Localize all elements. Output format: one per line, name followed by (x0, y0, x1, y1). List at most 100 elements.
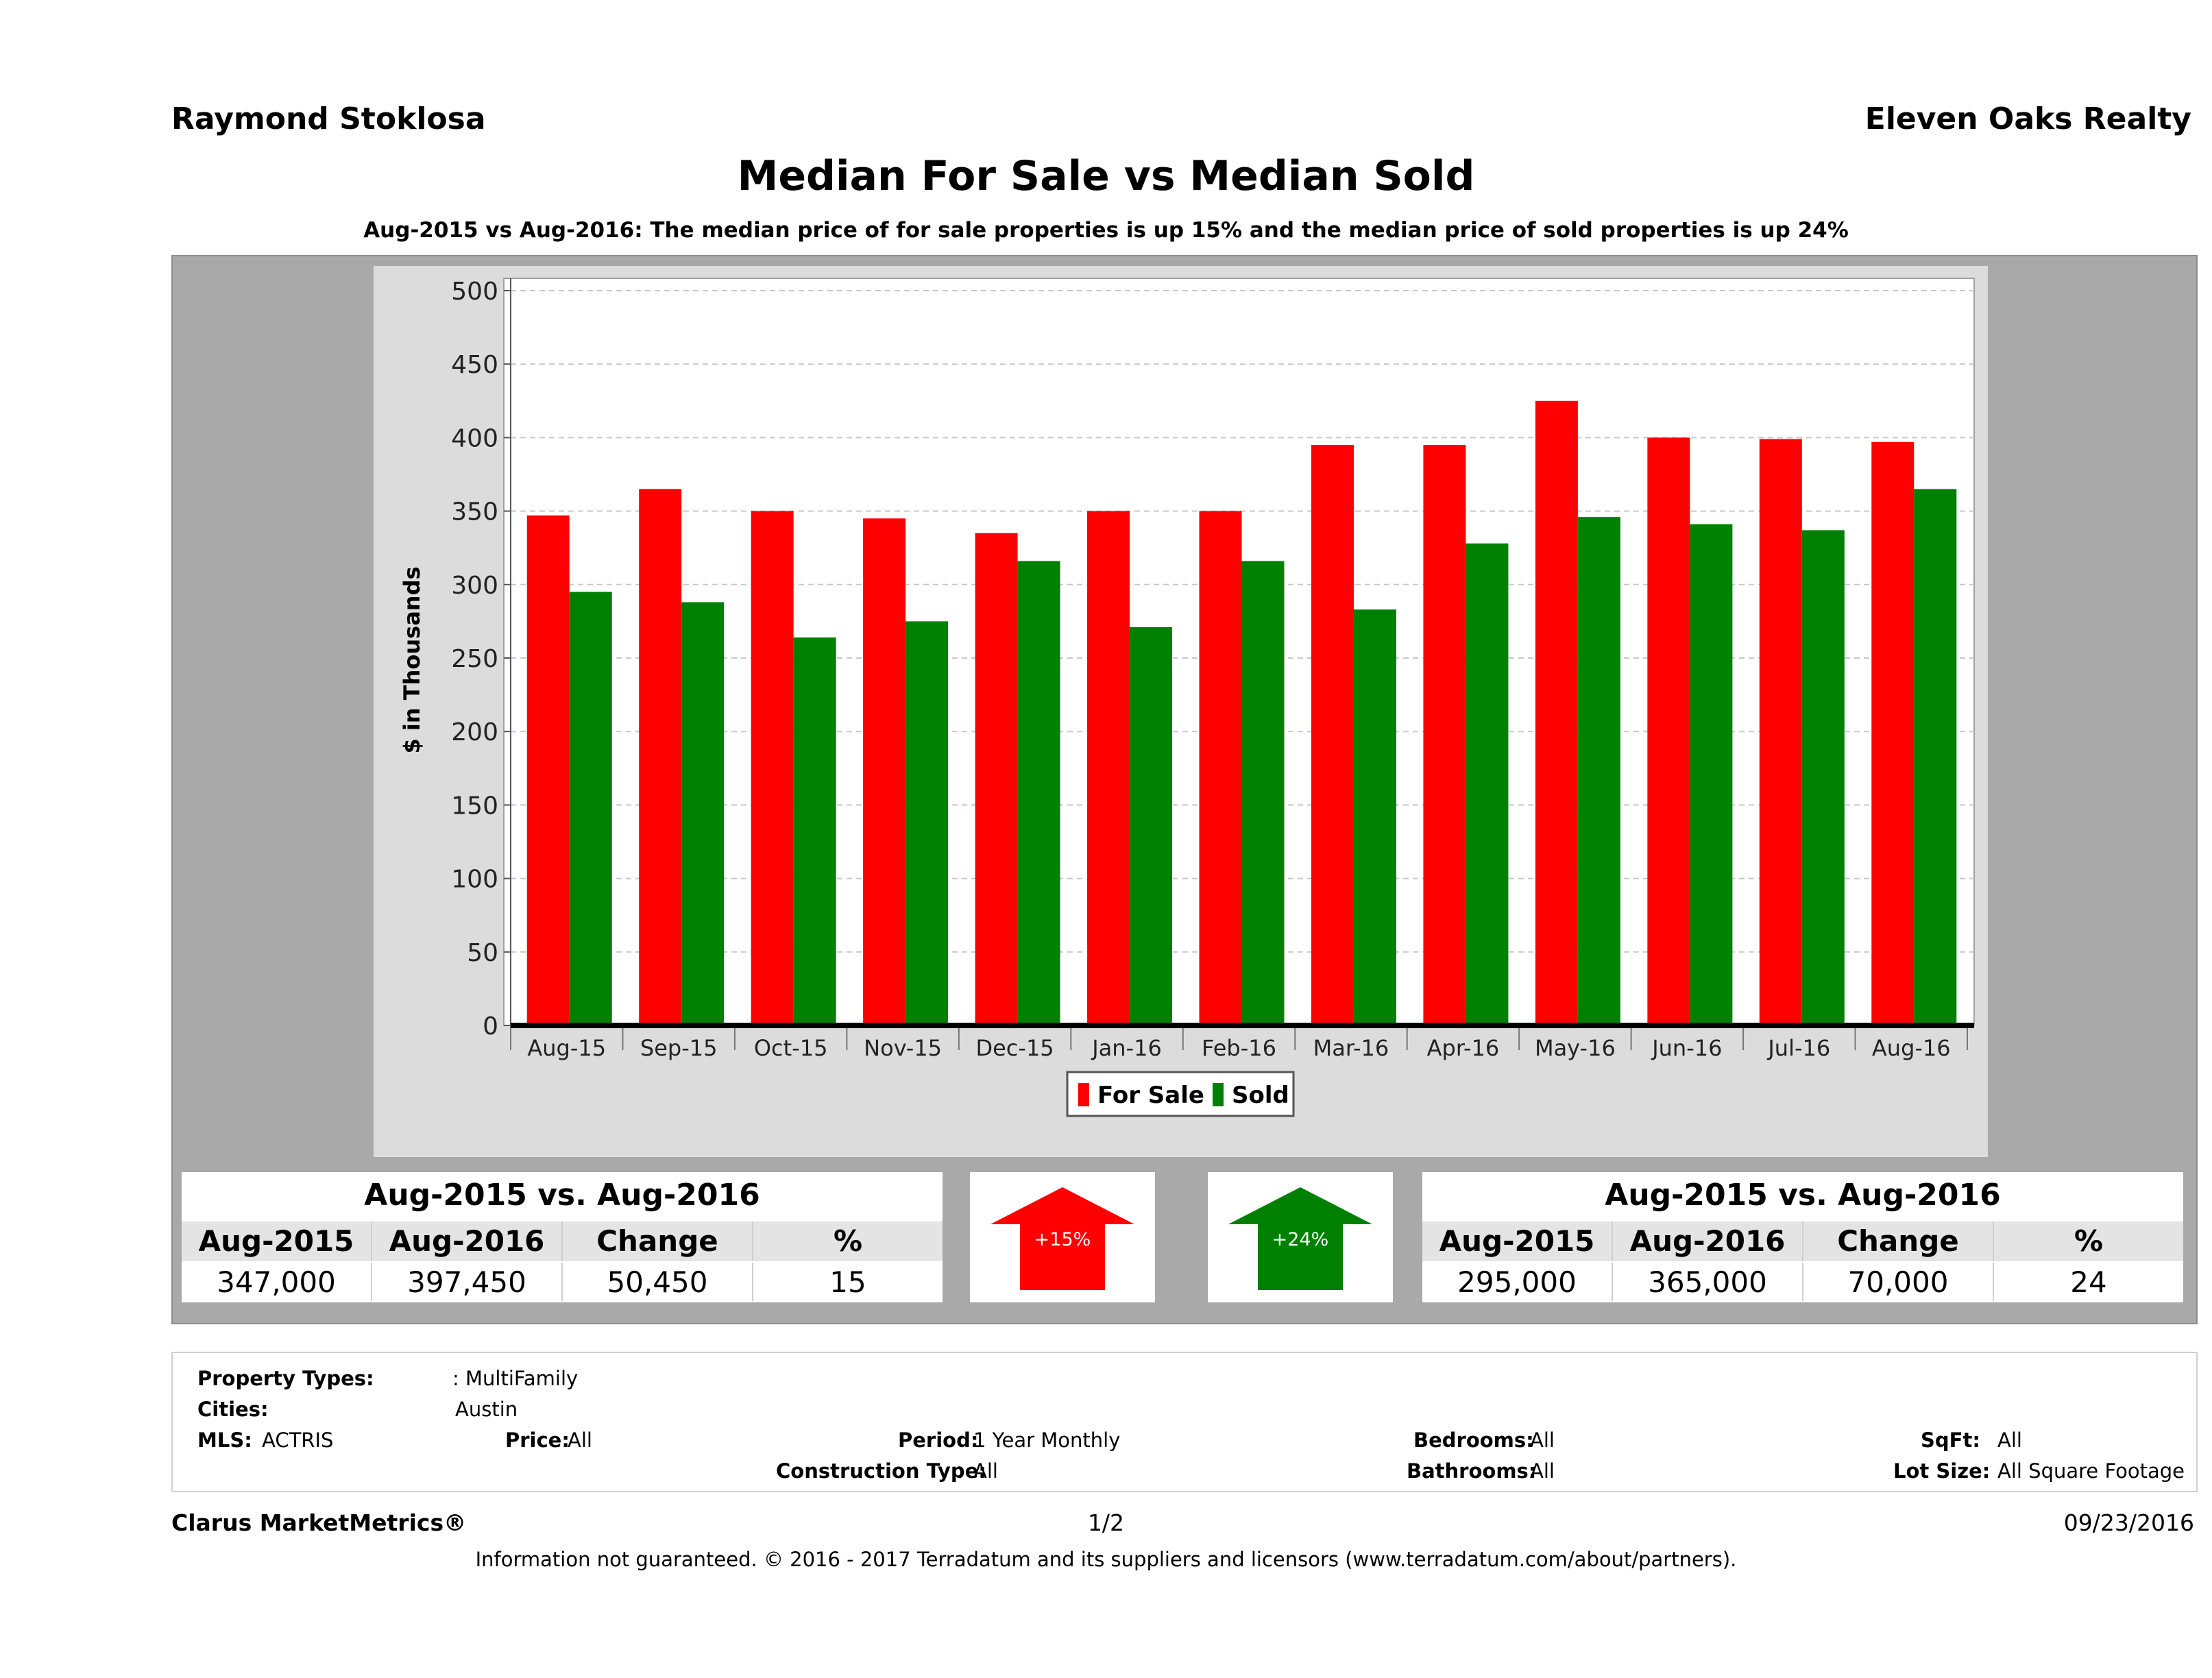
for-sale-summary-table: Aug-2015 vs. Aug-2016 Aug-2015 Aug-2016 … (182, 1172, 943, 1302)
legend-box (1066, 1071, 1295, 1117)
bedrooms-label: Bedrooms: (1413, 1428, 1534, 1452)
x-tick-label: Feb-16 (1202, 1035, 1276, 1061)
sold-table-row: 295,000 365,000 70,000 24 (1422, 1263, 2183, 1301)
property-types-value: : MultiFamily (452, 1367, 579, 1390)
x-tick-label: Apr-16 (1427, 1035, 1500, 1061)
for-sale-bar (1535, 400, 1578, 1025)
construction-type-label: Construction Type: (776, 1459, 986, 1483)
bar-chart: 0 50 100 150 200 250 300 350 400 450 500 Aug-15 Sep… (399, 278, 1975, 1117)
sold-value-cell: 365,000 (1613, 1263, 1803, 1301)
for-sale-bar (863, 518, 906, 1025)
legend: For Sale Sold (1066, 1071, 1295, 1117)
sqft-label: SqFt: (1921, 1428, 1980, 1452)
product-name: Clarus MarketMetrics® (171, 1509, 467, 1536)
x-tick-label: Nov-15 (864, 1035, 942, 1061)
for-sale-value-cell: 50,450 (563, 1263, 753, 1301)
for-sale-bar (975, 533, 1018, 1025)
for-sale-table-header: Aug-2015 Aug-2016 Change % (182, 1221, 943, 1261)
sold-header-cell: Change (1803, 1221, 1994, 1261)
for-sale-header-cell: % (833, 1224, 863, 1258)
sold-table-title: Aug-2015 vs. Aug-2016 (1605, 1178, 2001, 1213)
sqft-value: All (1997, 1428, 2022, 1452)
brokerage-name: Eleven Oaks Realty (1864, 101, 2191, 136)
sold-table-header: Aug-2015 Aug-2016 Change % (1422, 1221, 2183, 1261)
price-value: All (568, 1428, 592, 1452)
x-tick-label: Jul-16 (1766, 1035, 1830, 1061)
bedrooms-value: All (1530, 1428, 1555, 1452)
sold-bar (681, 602, 725, 1025)
construction-type-value: All (973, 1459, 998, 1483)
cities-value: Austin (455, 1398, 518, 1421)
for-sale-bar (639, 489, 682, 1025)
y-tick-label: 400 (451, 424, 498, 452)
for-sale-bar (1311, 445, 1354, 1025)
sold-bar (1466, 543, 1509, 1025)
filter-criteria-box: Property Types: : MultiFamily Cities: Au… (171, 1352, 2198, 1492)
lot-size-label: Lot Size: (1893, 1459, 1991, 1483)
chart-title: Median For Sale vs Median Sold (737, 152, 1475, 200)
y-tick-label: 50 (467, 939, 498, 967)
sold-change-label: +24% (1272, 1229, 1329, 1250)
for-sale-bar (1087, 511, 1130, 1025)
sold-value-cell: 295,000 (1422, 1263, 1613, 1301)
sold-bar (1241, 561, 1285, 1025)
for-sale-header-cell: Change (563, 1221, 753, 1261)
up-arrow-icon: +15% (990, 1187, 1134, 1290)
x-tick-label: Aug-16 (1872, 1035, 1951, 1061)
chart-area: 0 50 100 150 200 250 300 350 400 450 500 Aug-15 Sep… (374, 266, 1988, 1157)
sold-bar (906, 621, 949, 1025)
y-tick-label: 250 (451, 645, 498, 673)
for-sale-swatch (1078, 1083, 1089, 1106)
x-axis: Aug-15 Sep-15 Oct-15 Nov-15 Dec-15 Jan-16 Feb-… (510, 1023, 1974, 1061)
disclaimer: Information not guaranteed. © 2016 - 201… (475, 1548, 1737, 1571)
sold-summary-table: Aug-2015 vs. Aug-2016 Aug-2015 Aug-2016 … (1422, 1172, 2183, 1302)
report-date: 09/23/2016 (2063, 1509, 2194, 1536)
y-tick-label: 300 (451, 572, 498, 600)
y-axis: 0 50 100 150 200 250 300 350 400 450 500 (451, 278, 511, 1041)
sold-bar (1801, 530, 1845, 1025)
x-tick-label: Sep-15 (640, 1035, 718, 1061)
mls-label: MLS: (197, 1428, 252, 1452)
legend-label: Sold (1232, 1082, 1289, 1109)
y-tick-label: 500 (451, 278, 498, 306)
sold-bar (1690, 524, 1733, 1025)
for-sale-table-row: 347,000 397,450 50,450 15 (182, 1263, 943, 1301)
bathrooms-label: Bathrooms: (1407, 1459, 1537, 1483)
y-tick-label: 200 (451, 718, 498, 746)
sold-value-cell: 70,000 (1803, 1263, 1994, 1301)
for-sale-bar (1871, 441, 1915, 1025)
bars (526, 400, 1957, 1025)
x-tick-label: Jan-16 (1091, 1035, 1162, 1061)
sold-change-indicator: +24% (1208, 1172, 1393, 1302)
y-tick-label: 150 (451, 792, 498, 820)
sold-header-cell: Aug-2016 (1613, 1221, 1803, 1261)
for-sale-bar (1199, 511, 1242, 1025)
for-sale-bar (751, 511, 794, 1025)
for-sale-bar (526, 515, 570, 1025)
for-sale-change-label: +15% (1034, 1229, 1091, 1250)
sold-bar (569, 592, 612, 1025)
property-types-label: Property Types: (197, 1367, 374, 1390)
for-sale-header-cell: Aug-2015 (182, 1221, 372, 1261)
y-tick-label: 450 (451, 351, 498, 379)
y-tick-label: 0 (483, 1012, 498, 1041)
page-number: 1/2 (1087, 1509, 1125, 1536)
y-tick-label: 350 (451, 498, 498, 526)
sold-bar (1353, 609, 1396, 1025)
x-tick-label: Aug-15 (527, 1035, 606, 1061)
period-label: Period: (898, 1428, 979, 1452)
for-sale-value-cell: 347,000 (182, 1263, 372, 1301)
x-tick-label: Oct-15 (754, 1035, 828, 1061)
for-sale-value-cell: 397,450 (372, 1263, 563, 1301)
sold-header-cell: Aug-2015 (1422, 1221, 1613, 1261)
cities-label: Cities: (197, 1398, 269, 1421)
for-sale-table-title: Aug-2015 vs. Aug-2016 (364, 1178, 760, 1213)
price-label: Price: (505, 1428, 570, 1452)
sold-bar (793, 637, 836, 1025)
sold-bar (1017, 561, 1060, 1025)
for-sale-header-cell: Aug-2016 (372, 1221, 563, 1261)
bathrooms-value: All (1530, 1459, 1555, 1483)
period-value: 1 Year Monthly (973, 1428, 1121, 1452)
sold-bar (1914, 489, 1957, 1025)
up-arrow-icon: +24% (1228, 1187, 1372, 1290)
